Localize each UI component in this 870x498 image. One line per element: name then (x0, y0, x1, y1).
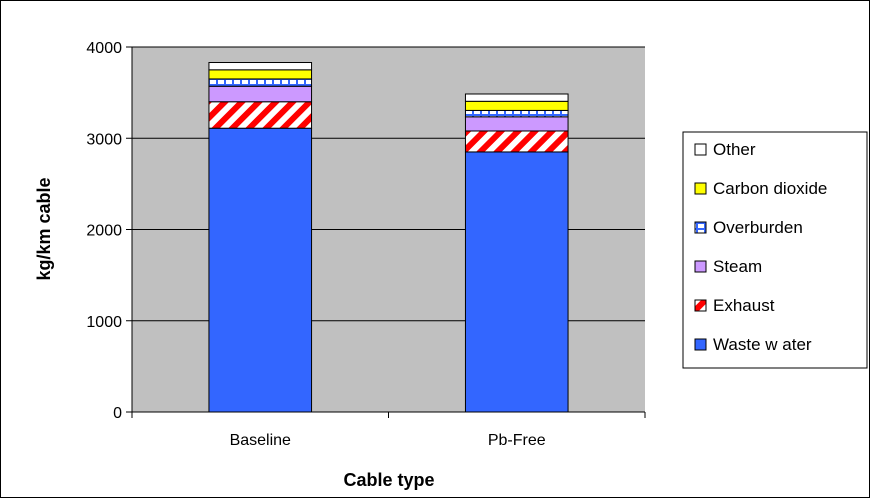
legend-label: Carbon dioxide (713, 179, 827, 198)
y-tick-labels: 0 1000 2000 3000 4000 (86, 40, 122, 422)
x-tick-label: Pb-Free (488, 432, 546, 449)
legend-swatch (694, 338, 707, 351)
legend-label: Overburden (713, 218, 803, 237)
bar-segment-overburden (464, 109, 569, 118)
y-tick-label: 0 (113, 405, 122, 422)
legend-swatch (694, 260, 707, 273)
x-tick-label: Baseline (230, 432, 291, 449)
axes (126, 46, 646, 418)
legend-swatch (694, 221, 707, 234)
y-axis-title: kg/km cable (34, 177, 54, 280)
bar-segment-other (464, 93, 569, 102)
bar-segment-overburden (208, 78, 313, 87)
bar-segment-carbon-dioxide (208, 69, 313, 80)
bars (208, 62, 569, 413)
legend-swatch (694, 182, 707, 195)
legend-swatch (694, 143, 707, 156)
y-tick-label: 1000 (86, 314, 122, 331)
bar-segment-steam (208, 85, 313, 103)
bar-segment-waste-w-ater (464, 151, 569, 413)
bar-segment-carbon-dioxide (464, 100, 569, 111)
y-tick-label: 2000 (86, 223, 122, 240)
bar-segment-other (208, 62, 313, 71)
legend-label: Steam (713, 257, 762, 276)
legend-box (682, 131, 868, 369)
legend-label: Waste w ater (713, 335, 812, 354)
legend: Other Carbon dioxide Overburden Steam Exhaus… (682, 131, 868, 369)
y-tick-label: 3000 (86, 131, 122, 148)
legend-swatch (694, 299, 707, 312)
x-tick-labels: Baseline Pb-Free (230, 432, 546, 449)
y-tick-label: 4000 (86, 40, 122, 57)
bar-segment-steam (464, 116, 569, 132)
bar-segment-exhaust (208, 101, 313, 129)
x-axis-title: Cable type (343, 470, 434, 490)
bar-segment-waste-w-ater (208, 127, 313, 413)
legend-label: Exhaust (713, 296, 775, 315)
legend-label: Other (713, 140, 756, 159)
bar-segment-exhaust (464, 130, 569, 153)
